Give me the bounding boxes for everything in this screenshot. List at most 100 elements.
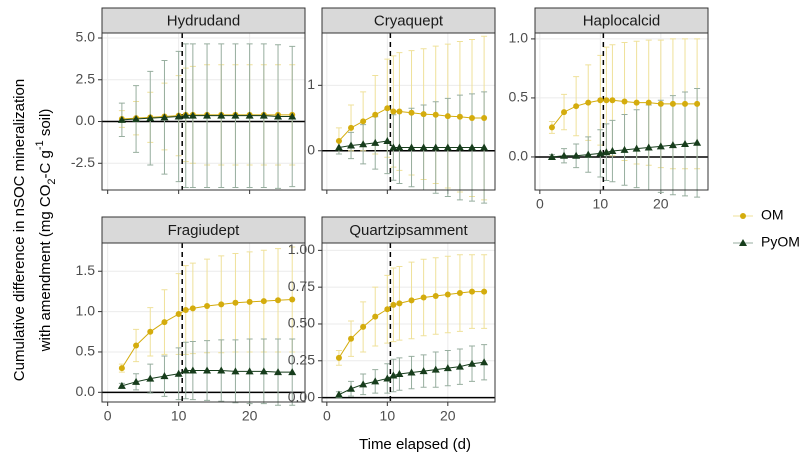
point	[390, 301, 397, 308]
y-tick-label: 1	[307, 76, 315, 92]
point	[288, 112, 297, 120]
point	[160, 113, 169, 121]
legend-marker	[739, 239, 747, 246]
panel-border	[534, 32, 709, 191]
point	[420, 111, 427, 118]
point	[455, 143, 464, 151]
legend-label: OM	[761, 207, 784, 223]
panel-border	[321, 242, 496, 403]
point	[389, 371, 398, 379]
point	[174, 369, 183, 377]
point	[656, 142, 665, 150]
point	[573, 103, 580, 110]
point	[203, 111, 212, 119]
y-tick-label: 1.0	[76, 302, 96, 318]
point	[245, 111, 254, 119]
y-tick-label: 0.0	[76, 383, 96, 399]
point	[444, 291, 451, 298]
point	[182, 306, 189, 313]
point	[455, 362, 464, 370]
point	[146, 114, 155, 122]
point	[657, 100, 664, 107]
point	[218, 301, 225, 308]
strip	[101, 216, 306, 244]
point	[469, 288, 476, 295]
point	[160, 372, 169, 380]
point	[260, 298, 267, 305]
y-tick-label: 0.0	[509, 148, 529, 164]
point	[481, 288, 488, 295]
x-tick-label: 10	[593, 196, 609, 212]
strip-label: Cryaquept	[374, 12, 444, 29]
x-tick-label: 0	[104, 408, 112, 424]
legend-marker	[740, 213, 746, 219]
point	[694, 100, 701, 107]
point	[668, 141, 677, 149]
point	[204, 302, 211, 309]
point	[245, 367, 254, 375]
point	[432, 111, 439, 118]
point	[360, 118, 367, 125]
point	[133, 342, 140, 349]
point	[181, 366, 190, 374]
point	[259, 367, 268, 375]
point	[602, 148, 611, 156]
y-tick-label: 0.00	[288, 388, 315, 404]
point	[175, 311, 182, 318]
point	[359, 140, 368, 148]
panel-bg	[102, 243, 305, 402]
series-line	[121, 115, 293, 121]
point	[645, 99, 652, 106]
strip	[321, 7, 496, 34]
point	[597, 97, 604, 104]
point	[371, 377, 380, 385]
point	[456, 113, 463, 120]
panel-border	[321, 32, 496, 191]
point	[232, 299, 239, 306]
point	[644, 143, 653, 151]
point	[468, 143, 477, 151]
y-axis-title-part: with amendment (mg CO	[37, 185, 54, 353]
point	[395, 370, 404, 378]
point	[584, 150, 593, 158]
x-tick-label: 10	[380, 408, 396, 424]
point	[621, 98, 628, 105]
y-tick-label: -2.5	[71, 154, 95, 170]
point	[188, 366, 197, 374]
point	[632, 144, 641, 152]
point	[132, 377, 141, 385]
point	[596, 149, 605, 157]
point	[231, 367, 240, 375]
y-tick-label: 1.5	[76, 262, 96, 278]
panel-bg	[535, 33, 708, 190]
point	[480, 143, 489, 151]
point	[419, 143, 428, 151]
point	[432, 293, 439, 299]
point	[443, 143, 452, 151]
point	[431, 365, 440, 373]
point	[408, 297, 415, 304]
point	[547, 152, 556, 160]
point	[383, 136, 392, 144]
x-tick-label: 20	[440, 408, 456, 424]
point	[174, 112, 183, 120]
point	[203, 366, 212, 374]
point	[693, 138, 702, 146]
point	[396, 300, 403, 307]
y-axis-title-part: -C g	[37, 150, 54, 178]
point	[419, 367, 428, 375]
point	[420, 294, 427, 301]
y-tick-label: 5.0	[76, 29, 96, 45]
point	[407, 143, 416, 151]
point	[481, 115, 488, 122]
y-axis-title-part: -1	[34, 140, 46, 150]
y-tick-label: 2.5	[76, 70, 96, 86]
x-tick-label: 10	[171, 408, 187, 424]
point	[347, 141, 356, 149]
strip-label: Quartzipsamment	[349, 222, 468, 239]
point	[408, 109, 415, 116]
point	[334, 390, 343, 398]
point	[147, 328, 154, 335]
point	[389, 143, 398, 151]
